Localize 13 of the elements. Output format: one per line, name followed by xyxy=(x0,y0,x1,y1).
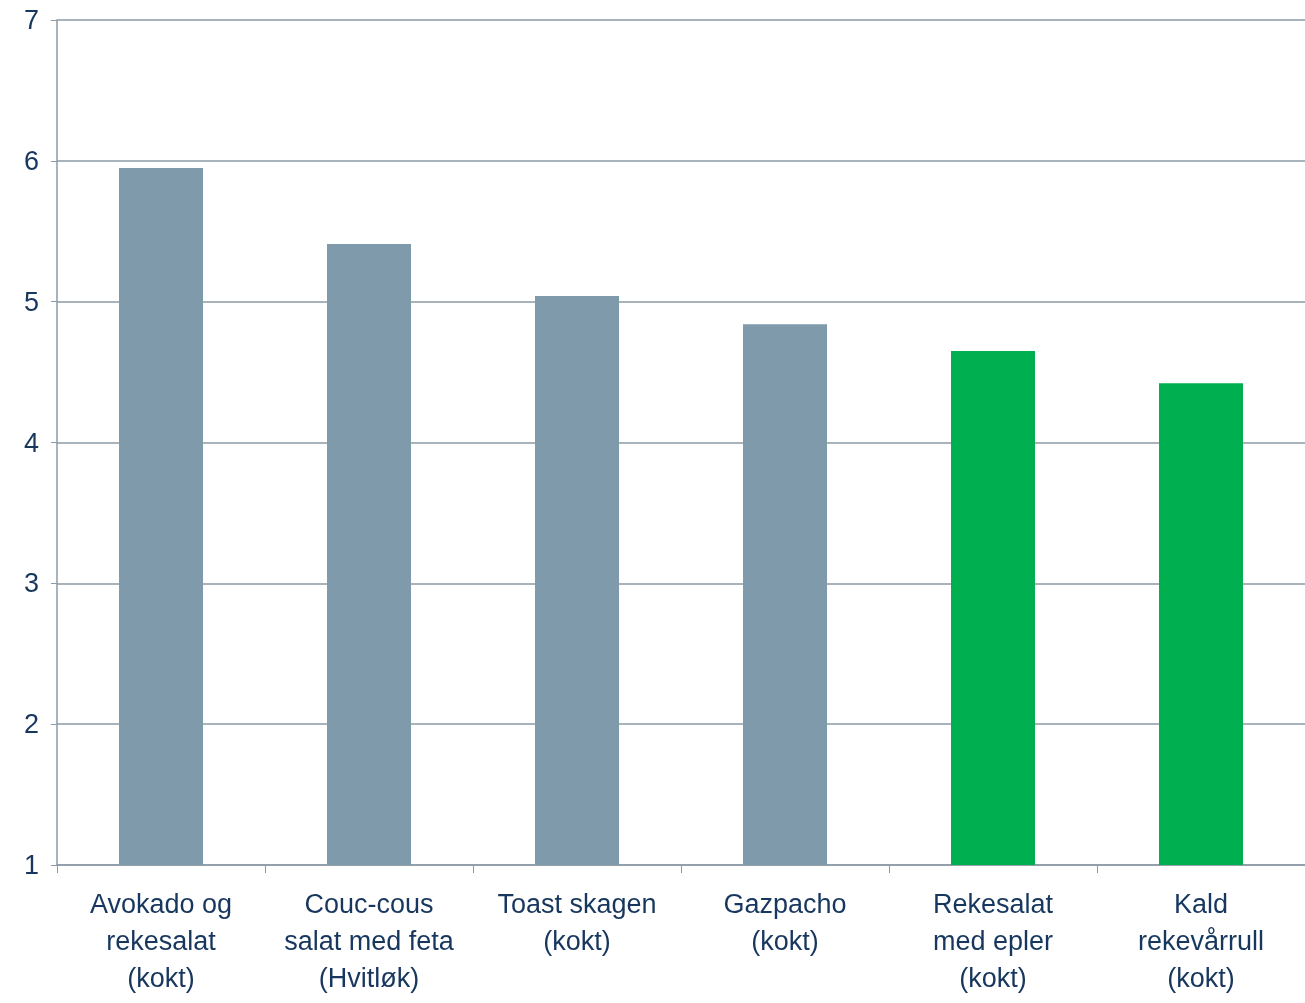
y-tick-label: 5 xyxy=(23,286,39,317)
x-tick-label: Rekesalat med epler (kokt) xyxy=(932,888,1054,993)
y-tick-label: 7 xyxy=(23,5,39,35)
y-tick-label: 6 xyxy=(23,145,39,176)
y-tick-label: 1 xyxy=(23,850,39,880)
y-tick-label: 3 xyxy=(23,568,39,599)
y-tick-label: 4 xyxy=(23,427,39,458)
x-tick-label: Gazpacho (kokt) xyxy=(723,888,847,956)
x-tick-label: Avokado og rekesalat (kokt) xyxy=(89,888,233,993)
x-tick-label: Kald rekevårrull (kokt) xyxy=(1137,888,1265,993)
x-tick-label: Toast skagen (kokt) xyxy=(497,888,657,956)
y-tick-label: 2 xyxy=(23,709,39,740)
x-tick-label: Couc-cous salat med feta (Hvitløk) xyxy=(284,888,455,993)
